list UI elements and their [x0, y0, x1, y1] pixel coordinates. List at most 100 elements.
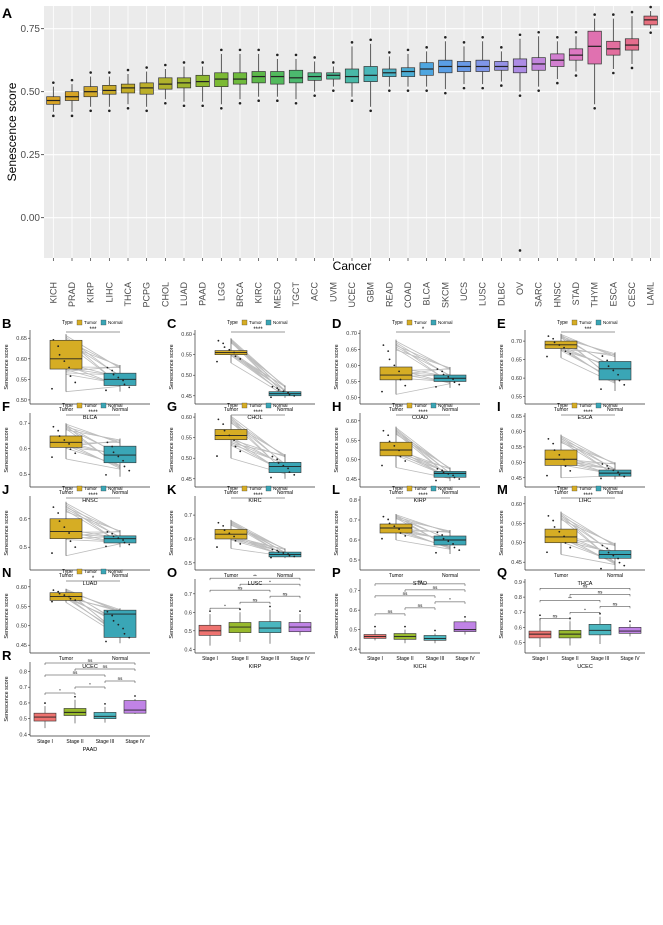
- outlier-CESC: [630, 10, 634, 14]
- box-G-Tumor: [214, 429, 248, 441]
- point-J-Normal: [111, 532, 114, 535]
- point-L-Tumor: [399, 532, 402, 534]
- y-tick-label-R: 0.4: [19, 732, 27, 738]
- outlier-ACC: [313, 94, 316, 97]
- point-M-Tumor: [553, 526, 556, 528]
- panel-C: C 0.45 0.50 0.55 0.60 Senescence score CHOL Typ…: [167, 316, 315, 421]
- paired-line-L: [395, 516, 451, 533]
- box-ESCA: [606, 13, 621, 75]
- point-B-Tumor: [74, 381, 77, 384]
- legend-label-Tumor: Tumor: [414, 486, 427, 491]
- point-D-Tumor: [398, 370, 400, 373]
- y-tick-label-Q: 0.8: [514, 595, 522, 601]
- x-tick-label-Q-Stage I: Stage I: [532, 656, 548, 662]
- sig-label-Q: ns: [598, 590, 604, 595]
- box-body-UCEC: [344, 68, 360, 84]
- x-tick-label-B-Normal: Normal: [112, 407, 128, 413]
- y-tick-label-C: 0.45: [181, 394, 192, 400]
- outlier-KIRC: [257, 48, 260, 52]
- legend-title-H: Type: [392, 403, 403, 409]
- outlier-GBM: [369, 109, 372, 113]
- sig-label-N: *: [92, 576, 95, 582]
- y-tick-label-D: 0.70: [346, 331, 357, 337]
- y-tick-label-N: 0.60: [16, 585, 27, 591]
- sig-label-P: ns: [418, 579, 424, 584]
- x-tick-label-E-Normal: Normal: [607, 407, 623, 413]
- x-tick-label-LUSC: LUSC: [478, 282, 488, 307]
- paired-line-D: [395, 383, 451, 395]
- paired-line-E: [560, 348, 616, 355]
- y-tick-label-L: 0.6: [349, 538, 357, 544]
- point-B-Tumor: [57, 345, 60, 348]
- outlier-CESC: [630, 66, 634, 70]
- point-F-Tumor: [52, 425, 55, 428]
- box-body-GBM: [363, 66, 378, 82]
- sig-label-O: *: [269, 579, 271, 584]
- box-F-Normal: [103, 445, 137, 464]
- panel-label-L: L: [332, 482, 340, 497]
- outlier-PRAD: [70, 78, 74, 82]
- y-tick-label-B: 0.60: [16, 357, 27, 363]
- paired-line-C: [230, 362, 286, 396]
- outlier-UCEC: [350, 99, 354, 103]
- legend-title-L: Type: [392, 486, 403, 492]
- y-axis-title-J: Senescence score: [4, 510, 10, 555]
- box-body-CESC: [624, 38, 640, 51]
- legend-key-Normal: [430, 319, 437, 326]
- point-B-Normal: [106, 366, 109, 369]
- legend-key-Tumor: [406, 485, 413, 492]
- y-tick-label-G: 0.45: [181, 477, 192, 483]
- legend-label-Tumor: Tumor: [579, 486, 592, 491]
- point-M-Normal: [606, 547, 609, 550]
- point-L-Tumor: [393, 525, 396, 528]
- point-G-Normal: [270, 476, 272, 479]
- outlier-UCEC: [350, 41, 354, 44]
- y-tick-label-M: 0.45: [511, 560, 522, 566]
- paired-line-L: [395, 514, 451, 534]
- outlier-P-Stage II: [404, 625, 406, 628]
- y-tick-label-H: 0.60: [346, 419, 357, 425]
- outlier-LAML: [649, 5, 652, 9]
- legend-key-Normal: [595, 319, 602, 326]
- point-E-Normal: [601, 355, 604, 357]
- legend-label-Normal: Normal: [273, 486, 288, 491]
- outlier-THYM: [593, 13, 596, 16]
- x-tick-label-K-Normal: Normal: [277, 573, 293, 579]
- box-M-Tumor: [544, 528, 578, 544]
- y-tick-label-M: 0.50: [511, 541, 522, 547]
- y-tick-label-E: 0.70: [511, 339, 522, 345]
- point-E-Normal: [612, 369, 615, 372]
- outlier-Q-Stage I: [539, 614, 541, 617]
- point-F-Normal: [128, 469, 131, 472]
- outlier-KIRC: [257, 99, 260, 103]
- y-tick-label-B: 0.50: [16, 398, 27, 404]
- point-M-Tumor: [569, 546, 572, 549]
- point-F-Tumor: [58, 435, 61, 437]
- outlier-O-Stage III: [269, 605, 271, 608]
- outlier-COAD: [406, 89, 410, 92]
- legend-label-Tumor: Tumor: [249, 486, 262, 491]
- outlier-Q-Stage III: [599, 612, 601, 615]
- legend-label-Normal: Normal: [438, 320, 453, 325]
- x-tick-label-O-Stage III: Stage III: [261, 656, 280, 662]
- legend-label-Tumor: Tumor: [84, 320, 97, 325]
- legend-key-Tumor: [406, 319, 413, 326]
- point-G-Tumor: [239, 450, 242, 453]
- outlier-LIHC: [108, 109, 111, 113]
- panel-label-O: O: [167, 565, 177, 580]
- point-J-Tumor: [57, 512, 60, 514]
- y-axis-title-M: Senescence score: [499, 510, 505, 555]
- point-I-Normal: [618, 473, 621, 476]
- sig-label-E: ***: [584, 327, 592, 333]
- point-B-Normal: [112, 373, 115, 376]
- point-H-Normal: [436, 467, 439, 470]
- point-C-Normal: [293, 394, 296, 397]
- box-body-PAAD: [195, 74, 210, 87]
- point-D-Tumor: [382, 344, 385, 347]
- point-C-Tumor: [234, 355, 237, 358]
- y-tick-label-C: 0.50: [181, 373, 192, 379]
- sig-bracket-R: [44, 662, 136, 665]
- y-tick-label-F: 0.5: [19, 472, 27, 478]
- y-tick-label-F: 0.6: [19, 447, 27, 453]
- x-axis-title-R: PAAD: [83, 747, 98, 753]
